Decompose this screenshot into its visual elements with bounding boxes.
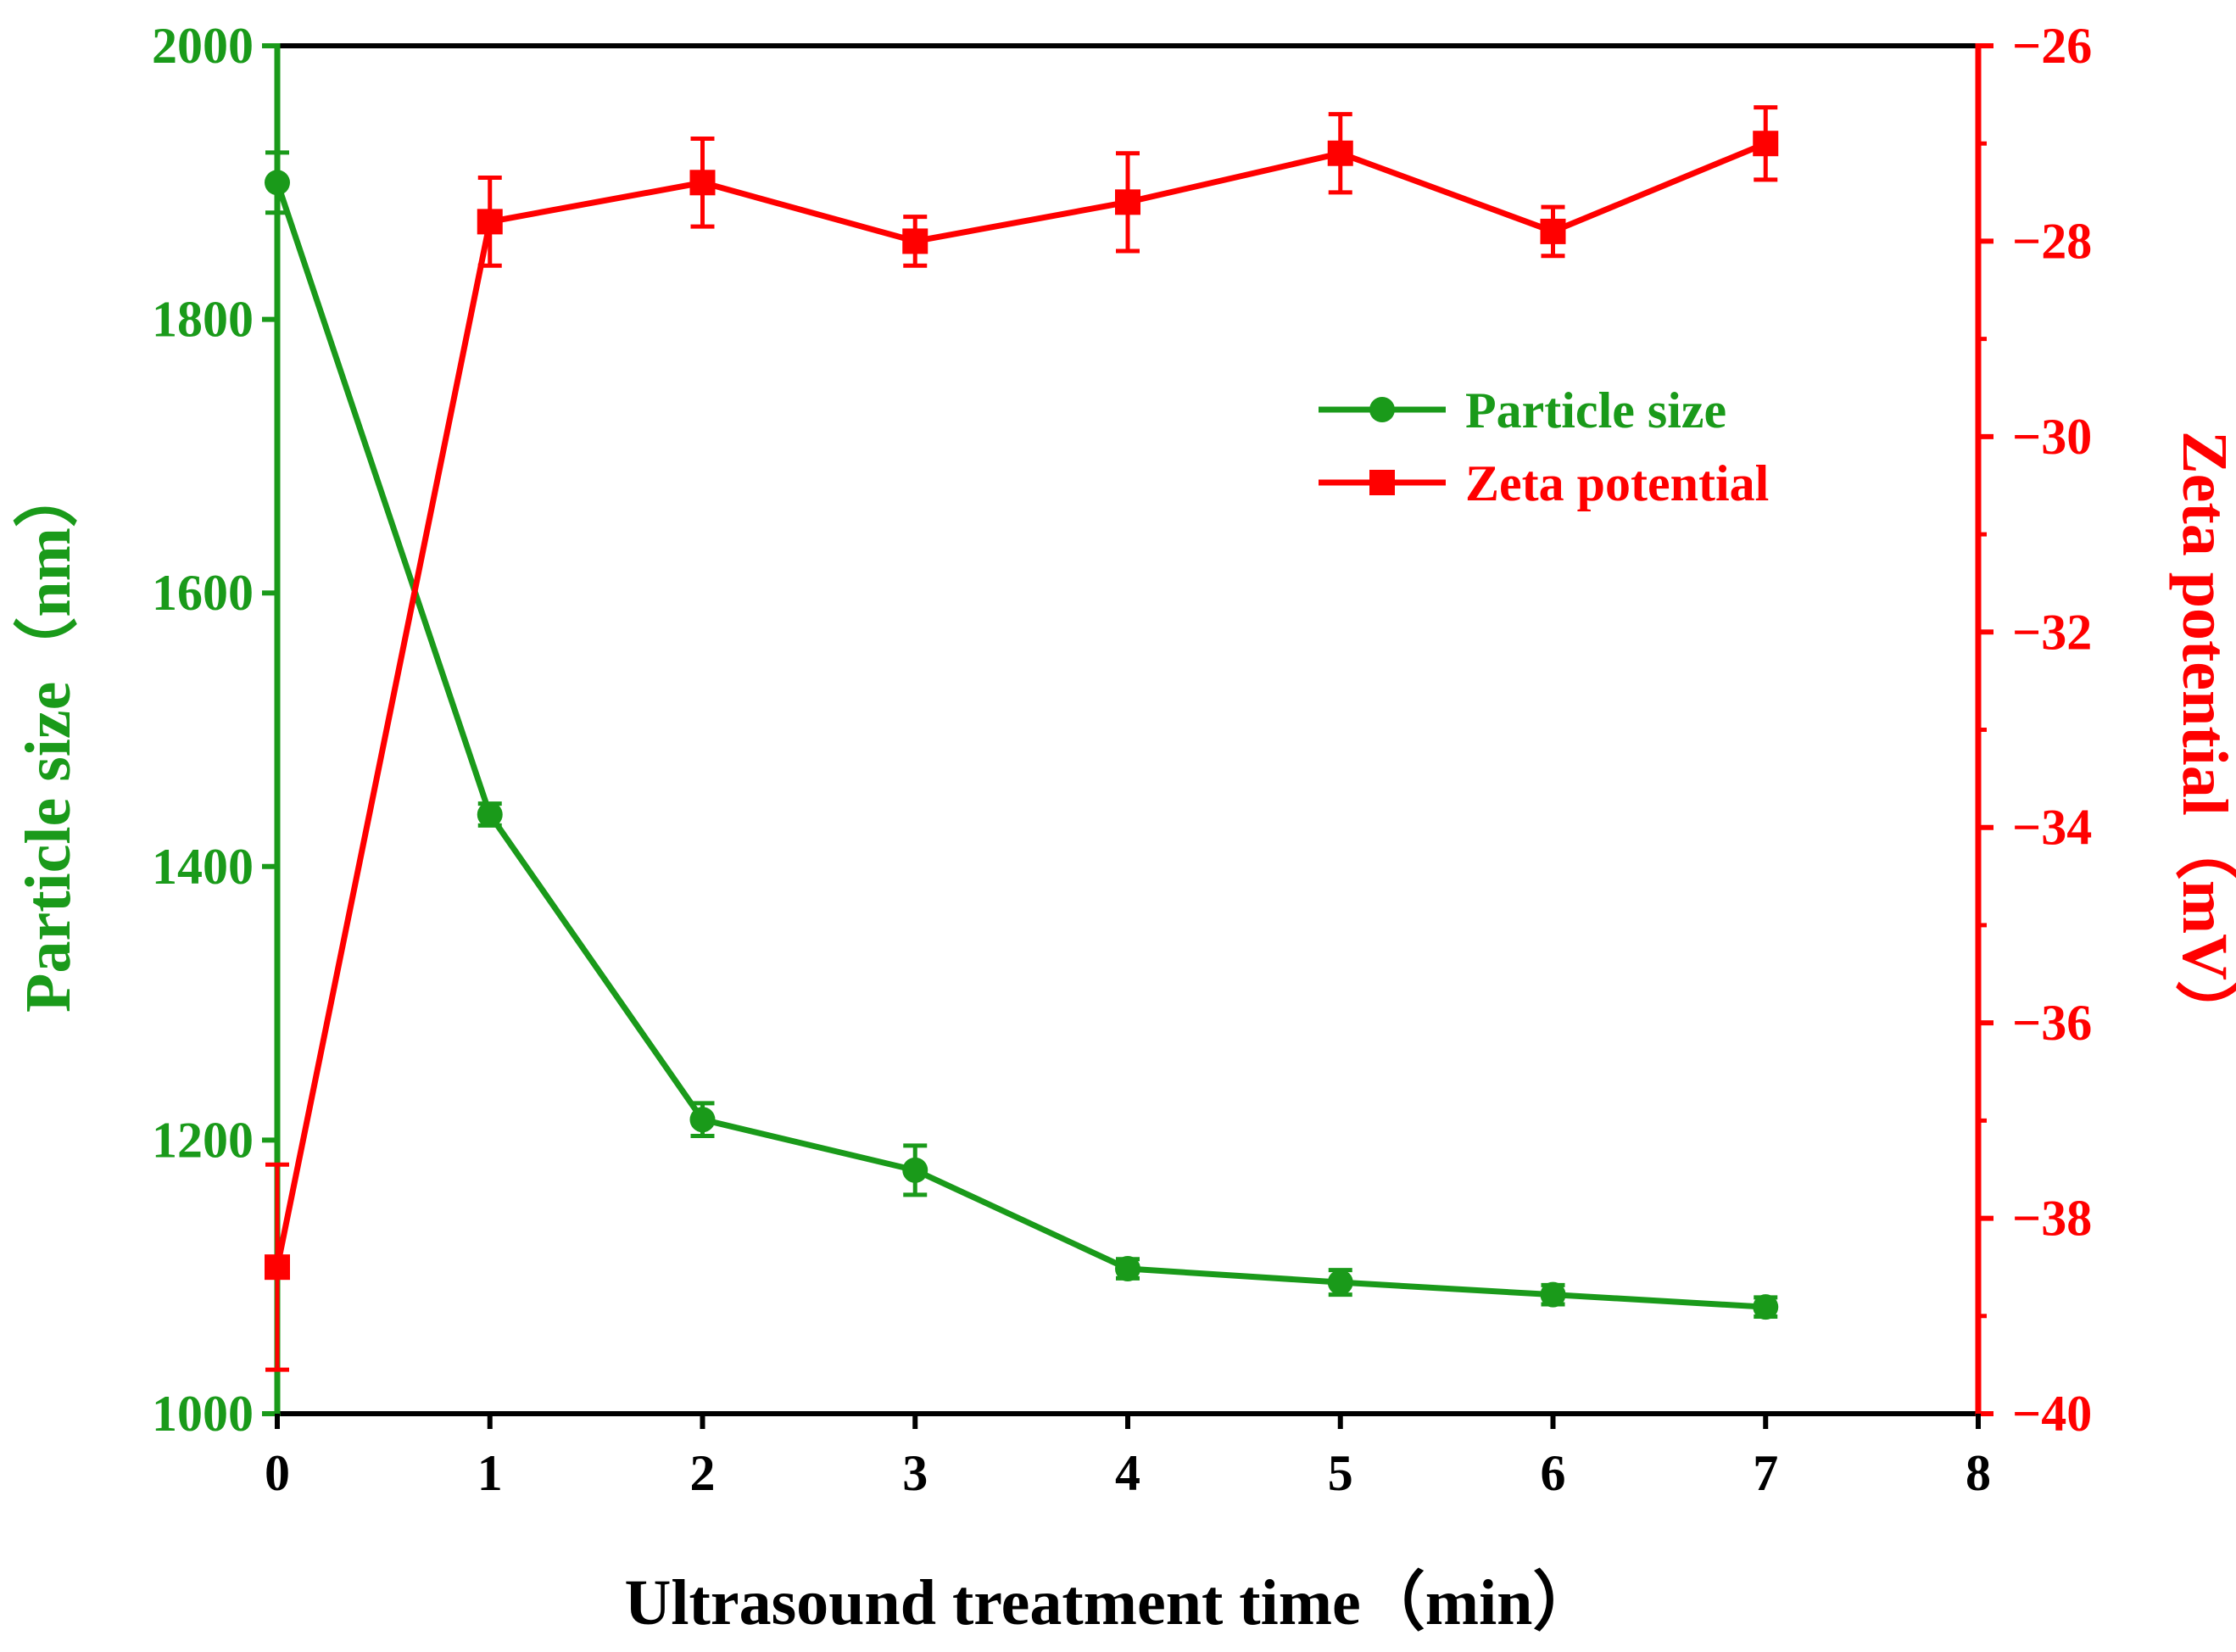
y-left-tick-label: 1000 [152,1386,254,1442]
zeta-potential-point [902,228,928,254]
zeta-potential-line [274,140,1767,1268]
zeta-potential-point [1753,131,1779,157]
y-left-tick-label: 1200 [152,1112,254,1168]
y-right-tick-label: −40 [2012,1386,2092,1442]
x-tick-label: 3 [902,1445,928,1501]
y-left-tick-label: 1600 [152,565,254,621]
particle-size-point [477,801,503,828]
y-right-axis: −40 −38 −36 −34 −32 −30 −28 −26 [1975,18,2092,1442]
legend-marker-circle-icon [1369,397,1395,422]
y-left-tick-label: 2000 [152,18,254,74]
x-tick-label: 5 [1328,1445,1353,1501]
particle-size-point [1540,1281,1566,1308]
zeta-potential-point [1115,189,1140,215]
y-right-tick-label: −34 [2012,800,2092,856]
legend-item-particle-size: Particle size [1319,382,1726,438]
particle-size-point [689,1107,716,1133]
y-right-tick-label: −28 [2012,213,2092,269]
x-tick-label: 1 [477,1445,503,1501]
zeta-potential-point [1327,140,1353,166]
x-tick-label: 7 [1753,1445,1778,1501]
x-tick-label: 6 [1541,1445,1566,1501]
y-right-tick-label: −36 [2012,995,2092,1051]
zeta-potential-point [1540,218,1566,244]
x-tick-label: 4 [1115,1445,1140,1501]
particle-size-point [1115,1256,1140,1282]
y-left-tick-label: 1400 [152,839,254,895]
particle-size-point [902,1157,928,1183]
zeta-potential-point [477,209,503,235]
y-left-axis-title: Particle size（nm） [13,463,84,1013]
legend-marker-square-icon [1369,470,1395,495]
legend-label-particle-size: Particle size [1465,382,1726,438]
particle-size-point [1327,1270,1353,1296]
y-right-tick-label: −38 [2012,1191,2092,1247]
legend-item-zeta-potential: Zeta potential [1319,455,1769,511]
x-tick-label: 8 [1966,1445,1991,1501]
particle-size-point [1753,1294,1779,1320]
zeta-potential-point [689,170,716,196]
y-right-axis-title: Zeta potential（mV） [2169,431,2236,1045]
x-tick-label: 0 [265,1445,290,1501]
series-layer [265,105,1779,1372]
legend: Particle size Zeta potential [1319,382,1769,511]
particle-size-point [265,170,290,196]
y-left-tick-label: 1800 [152,292,254,348]
zeta-potential-point [265,1254,290,1281]
legend-label-zeta-potential: Zeta potential [1465,455,1769,511]
x-axis-title: Ultrasound treatment time（min） [625,1567,1598,1638]
y-right-tick-label: −32 [2012,604,2092,660]
x-tick-label: 2 [690,1445,716,1501]
x-axis: 0 1 2 3 4 5 6 7 8 [265,1414,1991,1501]
y-right-tick-label: −26 [2012,18,2092,74]
particle-size-line [274,181,1766,1310]
y-right-tick-label: −30 [2012,409,2092,465]
y-left-axis: 1000 1200 1400 1600 1800 2000 [152,18,281,1442]
